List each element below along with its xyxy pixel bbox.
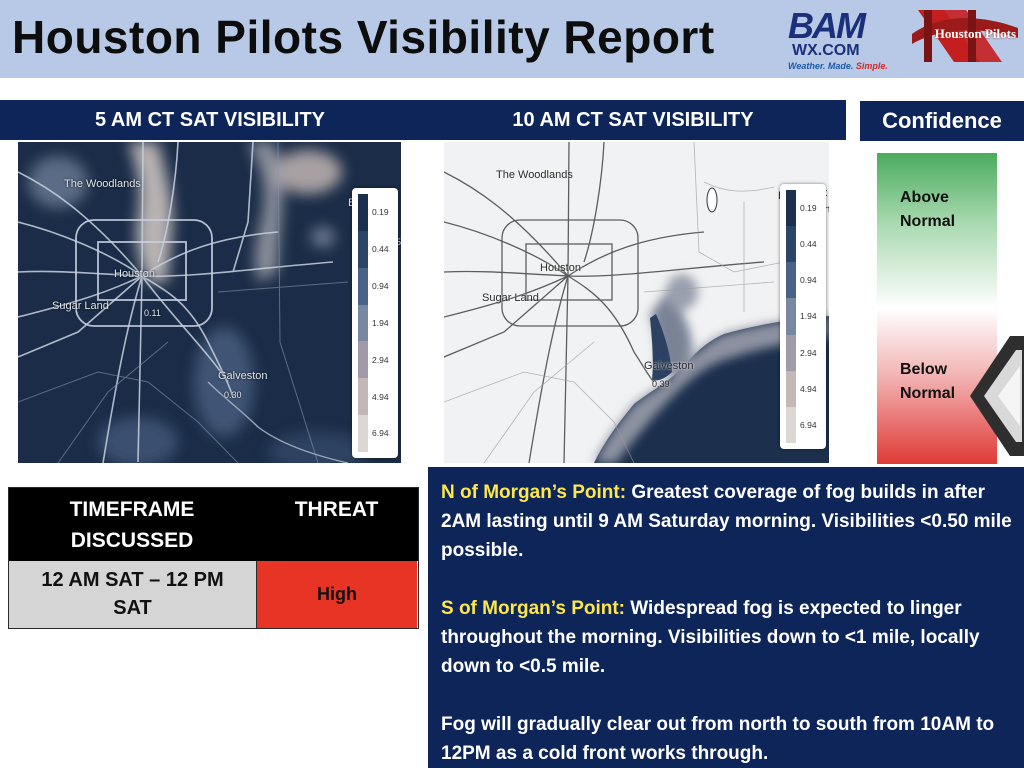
legend-tick: 2.94 <box>372 354 389 365</box>
visibility-map-10am-graphic <box>444 142 829 463</box>
label-houston: Houston <box>540 262 581 274</box>
visibility-legend-bar <box>786 190 796 443</box>
right-map-title: 10 AM CT SAT VISIBILITY <box>420 100 846 140</box>
page-title: Houston Pilots Visibility Report <box>12 11 715 63</box>
threat-table: TIMEFRAME DISCUSSED THREAT 12 AM SAT – 1… <box>8 487 419 629</box>
north-discussion: N of Morgan’s Point: Greatest coverage o… <box>441 478 1014 565</box>
bam-tagline-red: Simple. <box>855 61 888 71</box>
bam-logo-site: WX.COM <box>792 42 860 59</box>
south-label: S of Morgan’s Point: <box>441 598 626 619</box>
legend-tick: 6.94 <box>800 419 817 430</box>
label-galveston: Galveston <box>218 370 268 382</box>
bam-tagline-blue: Weather. Made. <box>788 61 856 71</box>
legend-tick: 0.94 <box>800 275 817 286</box>
confidence-above-normal-label: Above Normal <box>900 186 980 234</box>
legend-tick: 1.94 <box>800 311 817 322</box>
label-sugar-land: Sugar Land <box>482 292 539 304</box>
visibility-legend-ticks: 0.19 0.44 0.94 1.94 2.94 4.94 6.94 <box>800 190 817 443</box>
houston-pilots-logo-text: Houston Pilots <box>934 26 1016 41</box>
confidence-above-line1: Above <box>900 189 949 206</box>
label-sugar-land: Sugar Land <box>52 300 109 312</box>
legend-tick: 0.44 <box>372 244 389 255</box>
timeframe-header-line2: DISCUSSED <box>70 529 194 552</box>
timeframe-column-header: TIMEFRAME DISCUSSED <box>9 494 255 556</box>
south-text: Widespread fog is expected to linger thr… <box>441 598 980 677</box>
south-discussion: S of Morgan’s Point: Widespread fog is e… <box>441 594 1014 681</box>
label-galveston: Galveston <box>644 360 694 372</box>
timeframe-cell-line1: 12 AM SAT – 12 PM <box>41 569 224 591</box>
visibility-legend-bar <box>358 194 368 453</box>
legend-tick: 4.94 <box>372 391 389 402</box>
houston-pilots-logo: Houston Pilots <box>910 4 1020 70</box>
label-houston-value: 0.11 <box>144 308 161 318</box>
label-galveston-value: 0.30 <box>224 390 242 400</box>
bam-logo-word: BAM <box>788 5 866 46</box>
bam-logo: BAM WX.COM Weather. Made. Simple. <box>784 8 904 72</box>
threat-table-header: TIMEFRAME DISCUSSED THREAT <box>9 488 418 561</box>
houston-pilots-emblem-icon <box>912 10 1018 62</box>
legend-tick: 0.94 <box>372 281 389 292</box>
visibility-legend-10am: 0.19 0.44 0.94 1.94 2.94 4.94 6.94 <box>780 184 826 449</box>
legend-tick: 0.19 <box>800 203 817 214</box>
closing-discussion: Fog will gradually clear out from north … <box>441 714 995 764</box>
label-beaumont: B <box>348 197 355 209</box>
timeframe-header-line1: TIMEFRAME <box>69 498 195 521</box>
label-the-woodlands: The Woodlands <box>64 178 141 190</box>
visibility-map-5am-graphic <box>18 142 401 463</box>
confidence-below-normal-label: Below Normal <box>900 358 980 406</box>
confidence-below-line1: Below <box>900 361 948 378</box>
legend-tick: 0.19 <box>372 207 389 218</box>
north-text: Greatest coverage of fog builds in after… <box>441 482 1012 561</box>
confidence-above-line2: Normal <box>900 213 956 230</box>
confidence-below-line2: Normal <box>900 385 956 402</box>
legend-tick: 4.94 <box>800 383 817 394</box>
bam-logo-tagline: Weather. Made. Simple. <box>788 61 888 71</box>
label-the-woodlands: The Woodlands <box>496 169 573 181</box>
confidence-gradient <box>877 153 997 464</box>
left-map-title: 5 AM CT SAT VISIBILITY <box>0 100 420 140</box>
label-galveston-value: 0.39 <box>652 379 670 389</box>
legend-tick: 6.94 <box>372 428 389 439</box>
visibility-legend-5am: 0.19 0.44 0.94 1.94 2.94 4.94 6.94 <box>352 188 398 458</box>
confidence-pointer-icon <box>970 336 1024 456</box>
forecast-discussion: N of Morgan’s Point: Greatest coverage o… <box>428 467 1024 768</box>
header-bar: Houston Pilots Visibility Report BAM WX.… <box>0 0 1024 78</box>
timeframe-cell-line2: SAT <box>113 597 152 619</box>
confidence-title: Confidence <box>860 101 1024 141</box>
north-label: N of Morgan’s Point: <box>441 482 627 503</box>
visibility-map-5am: The Woodlands Houston Sugar Land Galvest… <box>18 142 401 463</box>
legend-tick: 1.94 <box>372 317 389 328</box>
threat-column-header: THREAT <box>294 498 379 521</box>
visibility-map-10am: The Woodlands Houston Sugar Land Galvest… <box>444 142 829 463</box>
threat-level-cell: High <box>257 561 417 628</box>
visibility-legend-ticks: 0.19 0.44 0.94 1.94 2.94 4.94 6.94 <box>372 194 389 452</box>
timeframe-cell: 12 AM SAT – 12 PM SAT <box>9 561 257 628</box>
legend-tick: 2.94 <box>800 347 817 358</box>
label-houston: Houston <box>114 268 155 280</box>
legend-tick: 0.44 <box>800 239 817 250</box>
